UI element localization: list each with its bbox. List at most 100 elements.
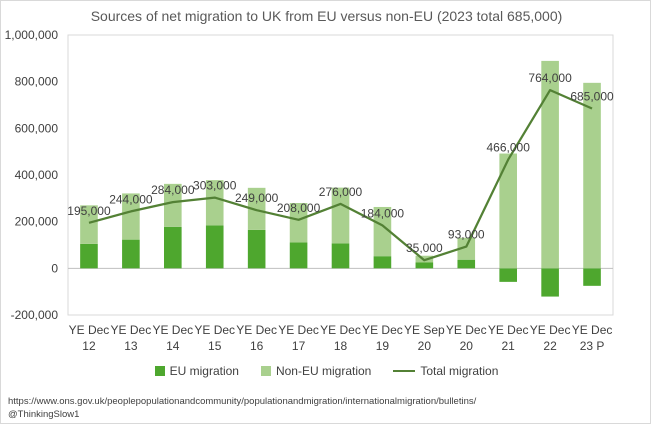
- x-tick-label: YE Dec 19: [362, 323, 403, 353]
- total-migration-data-label: 276,000: [319, 185, 363, 199]
- line-layer: [88, 88, 593, 262]
- legend: EU migration Non-EU migration Total migr…: [1, 364, 651, 378]
- bar-eu-migration: [373, 256, 392, 269]
- y-tick-label: 200,000: [15, 215, 59, 229]
- x-tick-label: YE Dec 21: [488, 323, 529, 353]
- x-tick-label: YE Dec 15: [194, 323, 235, 353]
- total-migration-data-label: 284,000: [151, 183, 195, 197]
- bar-eu-migration: [80, 243, 98, 269]
- total-migration-data-label: 764,000: [528, 71, 572, 85]
- bar-eu-migration: [122, 239, 140, 269]
- bar-non-eu-migration: [247, 187, 266, 230]
- x-tick-label-line2: 20: [460, 339, 474, 353]
- x-tick-label: YE Dec 14: [152, 323, 193, 353]
- y-tick-label: 600,000: [15, 121, 59, 135]
- total-migration-data-label: 35,000: [406, 241, 443, 255]
- bar-non-eu-migration: [80, 205, 98, 244]
- footer: https://www.ons.gov.uk/peoplepopulationa…: [8, 395, 476, 421]
- bar-non-eu-migration: [205, 180, 224, 226]
- total-migration-data-label: 685,000: [570, 90, 614, 104]
- chart-title: Sources of net migration to UK from EU v…: [90, 8, 563, 24]
- legend-swatch-total: [393, 370, 416, 372]
- x-tick-label-line1: YE Dec: [236, 323, 277, 337]
- bar-non-eu-migration: [583, 82, 601, 269]
- bar-eu-migration: [164, 226, 182, 269]
- x-tick-label-line2: 23 P: [580, 339, 605, 353]
- x-tick-label-line2: 14: [166, 339, 180, 353]
- bar-non-eu-migration: [289, 203, 308, 243]
- bar-eu-migration: [205, 225, 224, 269]
- source-url[interactable]: https://www.ons.gov.uk/peoplepopulationa…: [8, 396, 477, 407]
- x-tick-label-line2: 17: [292, 339, 306, 353]
- x-tick-label-line1: YE Dec: [488, 323, 529, 337]
- x-tick-label: YE Dec 16: [236, 323, 277, 353]
- total-migration-data-label: 93,000: [448, 228, 485, 242]
- x-tick-label-line1: YE Dec: [152, 323, 193, 337]
- total-migration-data-label: 184,000: [361, 206, 405, 220]
- bar-eu-migration: [331, 243, 350, 269]
- total-migration-data-label: 249,000: [235, 191, 279, 205]
- x-tick-label: YE Dec 20: [446, 323, 487, 353]
- bar-eu-migration: [289, 242, 308, 269]
- bar-non-eu-migration: [457, 237, 476, 260]
- label-layer: 195,000244,000284,000303,000249,000208,0…: [67, 71, 614, 255]
- y-tick-label: 400,000: [15, 168, 59, 182]
- x-tick-label-line2: 13: [124, 339, 138, 353]
- y-tick-label: 800,000: [15, 75, 59, 89]
- bar-layer: [80, 60, 601, 297]
- x-tick-label-line1: YE Dec: [530, 323, 571, 337]
- x-tick-label: YE Dec 13: [111, 323, 152, 353]
- x-tick-label-line2: 18: [334, 339, 348, 353]
- bar-eu-migration: [247, 229, 266, 269]
- x-tick-label-line1: YE Dec: [278, 323, 319, 337]
- legend-item-eu: EU migration: [154, 364, 239, 378]
- total-migration-data-label: 303,000: [193, 179, 237, 193]
- total-migration-data-label: 195,000: [67, 204, 111, 218]
- legend-label-eu: EU migration: [169, 364, 239, 378]
- legend-swatch-eu: [154, 366, 165, 376]
- x-tick-label: YE Dec 23 P: [572, 323, 613, 353]
- legend-label-total: Total migration: [420, 364, 499, 378]
- total-migration-data-label: 208,000: [277, 201, 321, 215]
- bar-non-eu-migration: [373, 206, 392, 257]
- bar-non-eu-migration: [164, 183, 182, 227]
- x-tick-label: YE Dec 18: [320, 323, 361, 353]
- x-tick-label-line1: YE Dec: [572, 323, 613, 337]
- axis-layer: -200,000 0 200,000 400,000 600,000 800,000 1,0…: [5, 28, 614, 353]
- x-tick-label-line1: YE Dec: [320, 323, 361, 337]
- legend-swatch-non-eu: [260, 366, 271, 376]
- bar-eu-migration: [583, 268, 601, 286]
- y-tick-label: -200,000: [11, 308, 59, 322]
- y-tick-label: 0: [51, 261, 58, 275]
- x-tick-label: YE Sep 20: [404, 323, 445, 353]
- author-handle: @ThinkingSlow1: [8, 409, 80, 420]
- bar-eu-migration: [457, 259, 476, 269]
- bar-eu-migration: [541, 268, 559, 297]
- x-tick-label-line1: YE Dec: [194, 323, 235, 337]
- total-migration-data-label: 244,000: [109, 192, 153, 206]
- bar-non-eu-migration: [331, 187, 350, 244]
- x-tick-label-line1: YE Dec: [111, 323, 152, 337]
- bar-non-eu-migration: [499, 153, 517, 269]
- y-tick-label: 1,000,000: [5, 28, 59, 42]
- x-tick-label-line2: 16: [250, 339, 264, 353]
- bar-eu-migration: [499, 268, 517, 282]
- legend-item-non-eu: Non-EU migration: [260, 364, 372, 378]
- x-tick-label-line1: YE Dec: [69, 323, 110, 337]
- legend-item-total: Total migration: [393, 364, 498, 378]
- x-tick-label-line2: 21: [502, 339, 516, 353]
- x-tick-label-line2: 15: [208, 339, 222, 353]
- x-tick-label: YE Dec 22: [530, 323, 571, 353]
- x-tick-label-line2: 22: [543, 339, 557, 353]
- bar-non-eu-migration: [122, 193, 140, 240]
- x-tick-label: YE Dec 17: [278, 323, 319, 353]
- legend-label-non-eu: Non-EU migration: [275, 364, 372, 378]
- x-tick-label-line1: YE Dec: [362, 323, 403, 337]
- bar-eu-migration: [415, 262, 434, 269]
- total-migration-data-label: 466,000: [486, 141, 530, 155]
- x-tick-label-line2: 20: [418, 339, 432, 353]
- x-tick-label-line2: 12: [82, 339, 96, 353]
- bar-non-eu-migration: [541, 60, 559, 269]
